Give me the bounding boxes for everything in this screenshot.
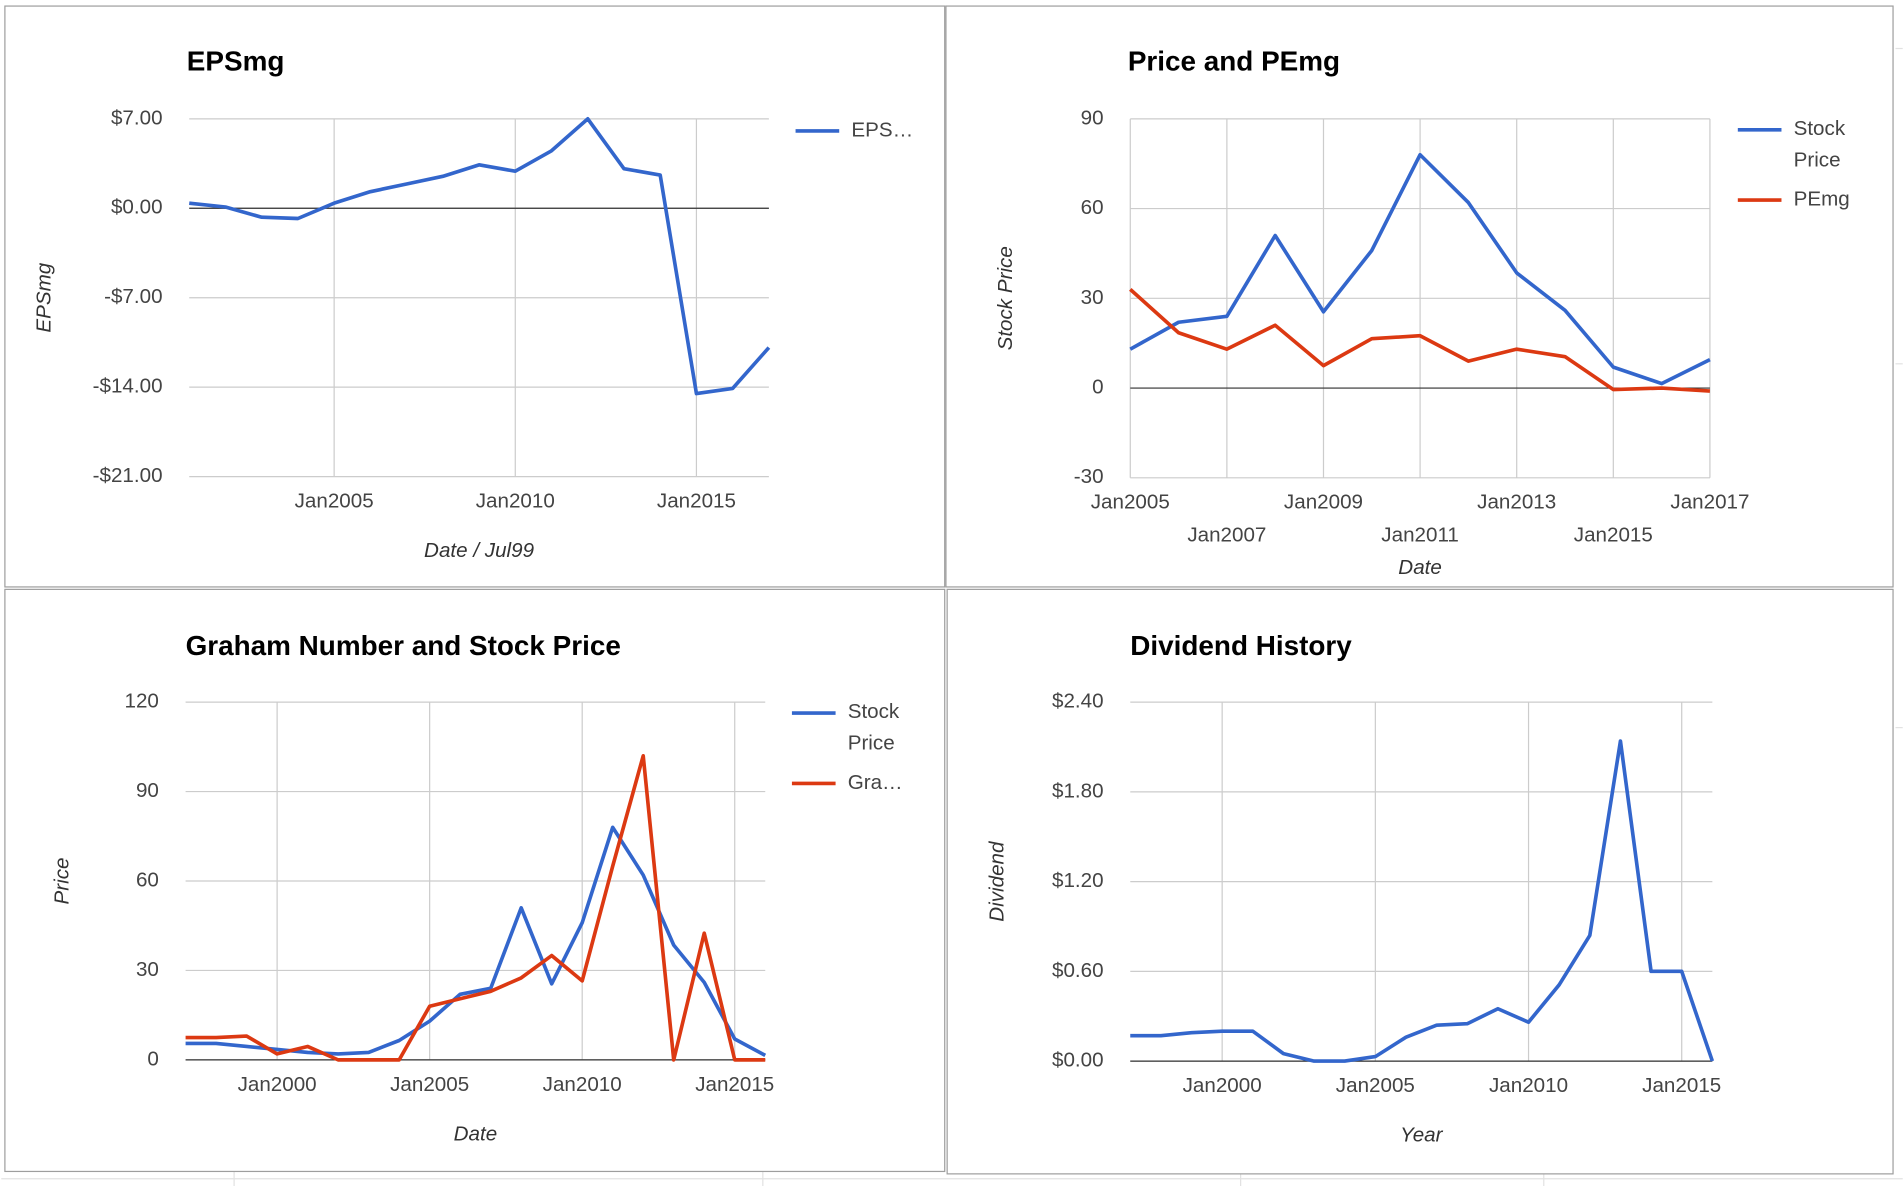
line-series (185, 753, 766, 1062)
y-tick-label: 0 (147, 1047, 158, 1070)
chart-title: Graham Number and Stock Price (186, 630, 621, 661)
x-tick-label: Jan2015 (695, 1073, 774, 1096)
panel (4, 5, 946, 588)
x-tick-label: Jan2007 (1187, 523, 1266, 546)
chart-title: Dividend History (1130, 630, 1352, 661)
y-tick-label: 90 (136, 779, 159, 802)
line-series (189, 117, 771, 396)
y-axis-label: Dividend (986, 841, 1009, 922)
y-tick-label: -$7.00 (104, 285, 162, 308)
x-axis-label: Date / Jul99 (424, 539, 535, 562)
x-axis-label: Date (1398, 556, 1442, 579)
y-axis-label: EPSmg (32, 262, 55, 332)
x-tick-label: Jan2005 (1336, 1074, 1415, 1097)
y-tick-label: -$14.00 (93, 375, 163, 398)
y-tick-label: -30 (1074, 465, 1104, 488)
y-tick-label: 30 (136, 958, 159, 981)
y-tick-label: 120 (125, 690, 159, 713)
x-tick-label: Jan2010 (476, 489, 555, 512)
y-tick-label: 0 (1092, 375, 1103, 398)
x-tick-label: Jan2005 (295, 489, 374, 512)
x-axis-label: Date (454, 1123, 498, 1146)
x-tick-label: Jan2013 (1477, 491, 1556, 514)
y-tick-label: $7.00 (111, 106, 163, 129)
y-tick-label: $0.60 (1052, 959, 1104, 982)
y-tick-label: 60 (1081, 196, 1104, 219)
x-tick-label: Jan2017 (1670, 491, 1749, 514)
chart-title: Price and PEmg (1128, 45, 1340, 76)
x-tick-label: Jan2015 (1642, 1074, 1721, 1097)
x-tick-label: Jan2011 (1381, 523, 1459, 546)
x-tick-label: Jan2000 (1183, 1074, 1262, 1097)
y-tick-label: $1.80 (1052, 779, 1104, 802)
x-tick-label: Jan2010 (1489, 1074, 1568, 1097)
x-tick-label: Jan2015 (1574, 523, 1653, 546)
legend-label: Stock Price (848, 700, 900, 755)
y-tick-label: -$21.00 (93, 464, 163, 487)
y-tick-label: $2.40 (1052, 690, 1104, 713)
chart-title: EPSmg (187, 45, 285, 76)
x-tick-label: Jan2010 (543, 1073, 622, 1096)
sheet-background (1, 47, 1903, 1186)
line-series (1129, 287, 1711, 393)
x-tick-label: Jan2009 (1284, 491, 1363, 514)
y-axis-label: Stock Price (994, 246, 1017, 350)
x-tick-label: Jan2000 (238, 1073, 317, 1096)
line-series (1130, 739, 1715, 1063)
legend-label: Gra… (848, 771, 903, 794)
y-axis-label: Price (51, 858, 74, 905)
y-tick-label: $0.00 (111, 196, 163, 219)
y-tick-label: 90 (1081, 106, 1104, 129)
x-axis-label: Year (1400, 1124, 1444, 1147)
legend-label: Stock Price (1794, 117, 1846, 172)
y-tick-label: $0.00 (1052, 1049, 1104, 1072)
x-tick-label: Jan2005 (1091, 491, 1170, 514)
x-tick-label: Jan2005 (390, 1073, 469, 1096)
legend-label: EPS… (851, 118, 913, 141)
y-tick-label: $1.20 (1052, 869, 1104, 892)
line-series (185, 825, 767, 1058)
y-tick-label: 60 (136, 868, 159, 891)
x-tick-label: Jan2015 (657, 489, 736, 512)
legend-label: PEmg (1794, 188, 1850, 211)
y-tick-label: 30 (1081, 286, 1104, 309)
line-series (1129, 152, 1711, 386)
